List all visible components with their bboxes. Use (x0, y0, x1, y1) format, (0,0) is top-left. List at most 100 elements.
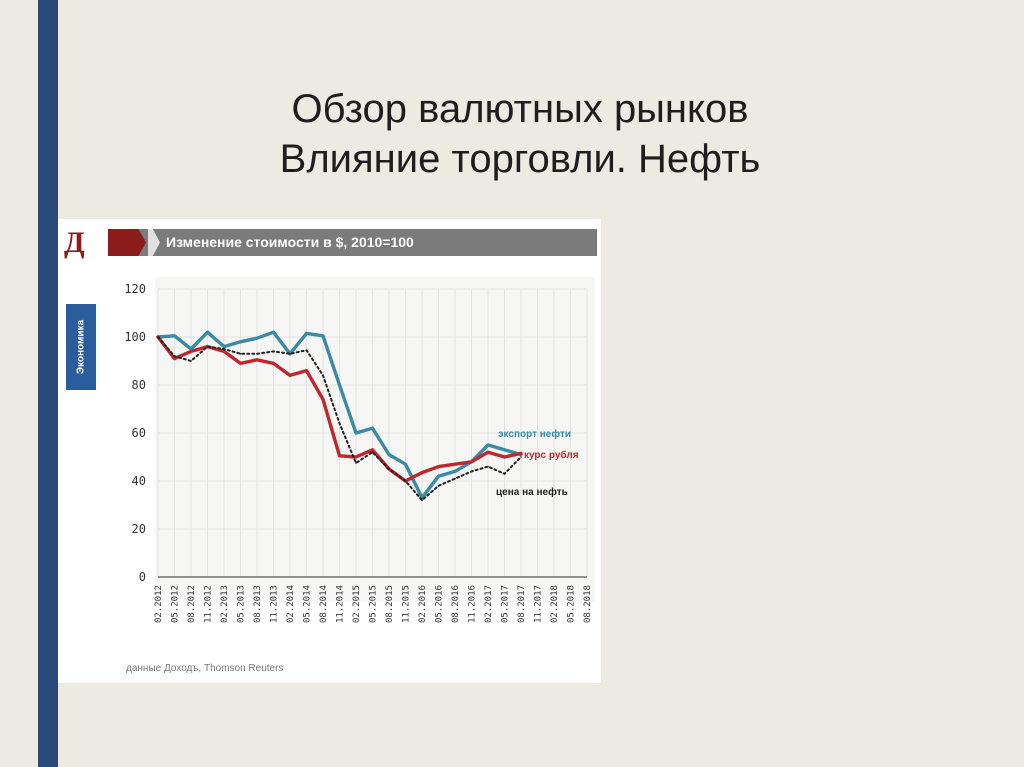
data-point (487, 465, 489, 468)
x-tick-label: 02.2012 (154, 585, 164, 623)
y-tick-label: 60 (132, 426, 146, 440)
y-tick-label: 120 (124, 282, 146, 296)
x-tick-label: 11.2014 (336, 585, 346, 623)
x-tick-label: 08.2014 (319, 585, 329, 623)
x-tick-label: 02.2016 (418, 585, 428, 623)
data-point (322, 374, 324, 377)
x-tick-label: 11.2013 (270, 585, 280, 623)
series-label-2: курс рубля (524, 449, 579, 461)
section-tab (66, 304, 96, 390)
data-point (338, 455, 341, 457)
x-tick-label: 05.2012 (171, 585, 181, 623)
data-point (520, 456, 522, 458)
data-point (437, 465, 440, 468)
data-point (338, 422, 341, 425)
data-point (338, 384, 341, 386)
y-tick-label: 80 (132, 378, 146, 392)
data-point (355, 456, 357, 458)
x-tick-label: 08.2016 (451, 585, 461, 623)
data-point (470, 461, 473, 463)
data-point (239, 341, 242, 343)
x-tick-label: 08.2017 (517, 585, 527, 623)
data-point (371, 427, 374, 429)
y-tick-label: 0 (139, 570, 146, 584)
data-point (322, 398, 324, 401)
data-point (404, 463, 407, 465)
data-point (470, 470, 473, 473)
data-point (289, 353, 291, 355)
data-point (256, 359, 258, 361)
x-tick-label: 08.2013 (253, 585, 263, 623)
data-point (371, 451, 374, 453)
series-label-1: экспорт нефти (498, 428, 571, 440)
y-tick-label: 40 (132, 474, 146, 488)
data-point (437, 475, 440, 478)
data-point (239, 362, 242, 365)
data-point (239, 353, 242, 355)
data-point (256, 337, 258, 339)
x-tick-label: 02.2014 (286, 585, 296, 623)
slide-title-line-1: Обзор валютных рынков (291, 87, 749, 131)
series-label-3: цена на нефть (496, 486, 568, 498)
data-point (305, 349, 308, 351)
data-point (371, 449, 374, 451)
data-point (173, 335, 176, 337)
data-point (404, 480, 407, 482)
x-tick-label: 02.2013 (220, 585, 230, 623)
data-point (503, 473, 506, 475)
data-point (206, 331, 209, 333)
publisher-logo: Д (64, 226, 85, 259)
source-note: данные Доходъ, Thomson Reuters (126, 663, 284, 674)
x-tick-label: 08.2018 (583, 585, 593, 623)
data-point (272, 331, 275, 333)
x-tick-label: 05.2013 (237, 585, 247, 623)
x-tick-label: 05.2016 (435, 585, 445, 623)
data-point (305, 332, 308, 335)
data-point (173, 357, 176, 360)
x-tick-label: 11.2017 (534, 585, 544, 623)
x-tick-label: 08.2015 (385, 585, 395, 623)
data-point (503, 456, 506, 458)
data-point (223, 350, 225, 353)
x-tick-label: 02.2018 (550, 585, 560, 623)
chart-title: Изменение стоимости в $, 2010=100 (166, 234, 414, 250)
x-tick-label: 11.2015 (402, 585, 412, 623)
data-point (305, 369, 308, 372)
data-point (421, 497, 423, 499)
x-tick-label: 05.2014 (303, 585, 313, 623)
x-tick-label: 08.2012 (187, 585, 197, 623)
data-point (454, 470, 456, 473)
data-point (487, 444, 489, 446)
data-point (421, 471, 423, 474)
x-tick-label: 05.2017 (501, 585, 511, 623)
chart-card: Д Изменение стоимости в $, 2010=100 Экон… (58, 219, 601, 683)
slide-title: Обзор валютных рынков Влияние торговли. … (150, 84, 890, 184)
data-point (388, 468, 390, 470)
data-point (454, 463, 456, 465)
left-accent-bar (38, 0, 58, 767)
header-marker-icon (108, 229, 146, 256)
data-point (520, 452, 522, 455)
data-point (173, 355, 176, 357)
plot-area (155, 277, 595, 602)
x-tick-label: 02.2015 (352, 585, 362, 623)
x-tick-label: 11.2012 (204, 585, 214, 623)
data-point (190, 360, 192, 362)
data-point (190, 348, 192, 350)
data-point (355, 432, 357, 434)
x-tick-label: 05.2018 (567, 585, 577, 623)
chart-header-bar (108, 229, 597, 256)
slide-title-line-2: Влияние торговли. Нефть (279, 137, 761, 181)
data-point (223, 345, 225, 348)
data-point (272, 362, 275, 365)
data-point (454, 477, 456, 480)
y-tick-label: 100 (124, 330, 146, 344)
data-point (355, 462, 357, 464)
x-tick-label: 02.2017 (484, 585, 494, 623)
data-point (157, 336, 159, 338)
x-tick-label: 11.2016 (468, 585, 478, 623)
data-point (437, 485, 440, 487)
data-point (272, 350, 275, 353)
data-point (206, 345, 209, 348)
data-point (289, 374, 291, 377)
